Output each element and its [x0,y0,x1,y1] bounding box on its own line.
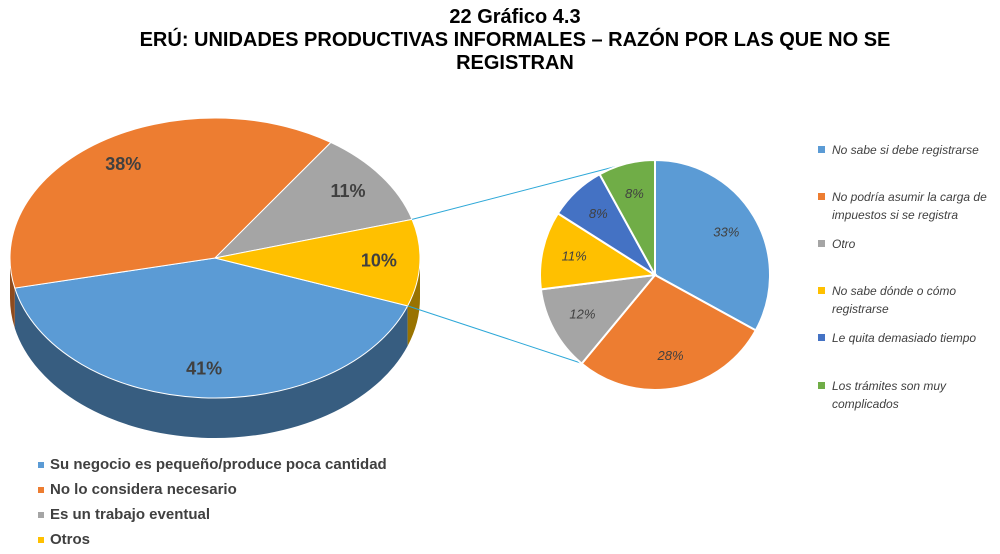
legend-swatch [818,146,825,153]
legend-swatch [818,334,825,341]
pie-slice [539,273,658,366]
legend-label: No sabe si debe registrarse [832,143,979,157]
legend-label: No lo considera necesario [50,481,237,498]
data-label: 41% [186,359,222,379]
data-label: 28% [656,348,683,363]
legend-item: Los trámites son muy complicados [818,377,1000,413]
legend-item: No sabe si debe registrarse [818,141,1000,159]
pie-slice [580,273,758,391]
data-label: 8% [625,186,644,201]
legend-label: Es un trabajo eventual [50,506,210,523]
slice-side [14,288,408,438]
legend-swatch [818,240,825,247]
pie-slice [539,211,658,291]
slice-side [407,258,420,346]
legend-swatch [818,382,825,389]
legend-label: Otros [50,531,90,548]
data-label: 10% [361,251,397,271]
legend-swatch [818,287,825,294]
pie-slice [9,117,332,289]
data-label: 38% [105,154,141,174]
legend-item: No podría asumir la carga de impuestos s… [818,188,1000,224]
legend-label: Otro [832,237,856,251]
data-label: 11% [562,248,587,263]
legend-swatch [818,193,825,200]
legend-item: No sabe dónde o cómo registrarse [818,282,1000,318]
pie-slice [213,141,413,259]
legend-label: Los trámites son muy complicados [832,379,947,411]
pie-slice [598,158,656,276]
legend-item: Le quita demasiado tiempo [818,329,1000,347]
connector-line [411,164,622,220]
pie-slice [214,218,421,307]
data-label: 12% [569,306,595,321]
legend-label: No podría asumir la carga de impuestos s… [832,190,987,222]
chart-subtitle: ERÚ: UNIDADES PRODUCTIVAS INFORMALES – R… [139,29,891,74]
legend-label: Su negocio es pequeño/produce poca canti… [50,456,387,473]
legend-swatch [38,487,44,493]
legend-label: No sabe dónde o cómo registrarse [832,284,957,316]
legend-label: Le quita demasiado tiempo [832,331,977,345]
pie-slice [654,158,771,332]
data-label: 11% [330,181,365,201]
legend-swatch [38,512,44,518]
connector-line [407,305,582,364]
pie-tops [9,117,421,399]
data-label: 33% [713,224,739,239]
chart-title: 22 Gráfico 4.3 [449,6,581,28]
data-label: 8% [589,206,608,221]
legend-swatch [38,537,44,543]
legend-swatch [38,462,44,468]
legend-item: Otro [818,235,1000,253]
pie-slice [14,257,409,399]
